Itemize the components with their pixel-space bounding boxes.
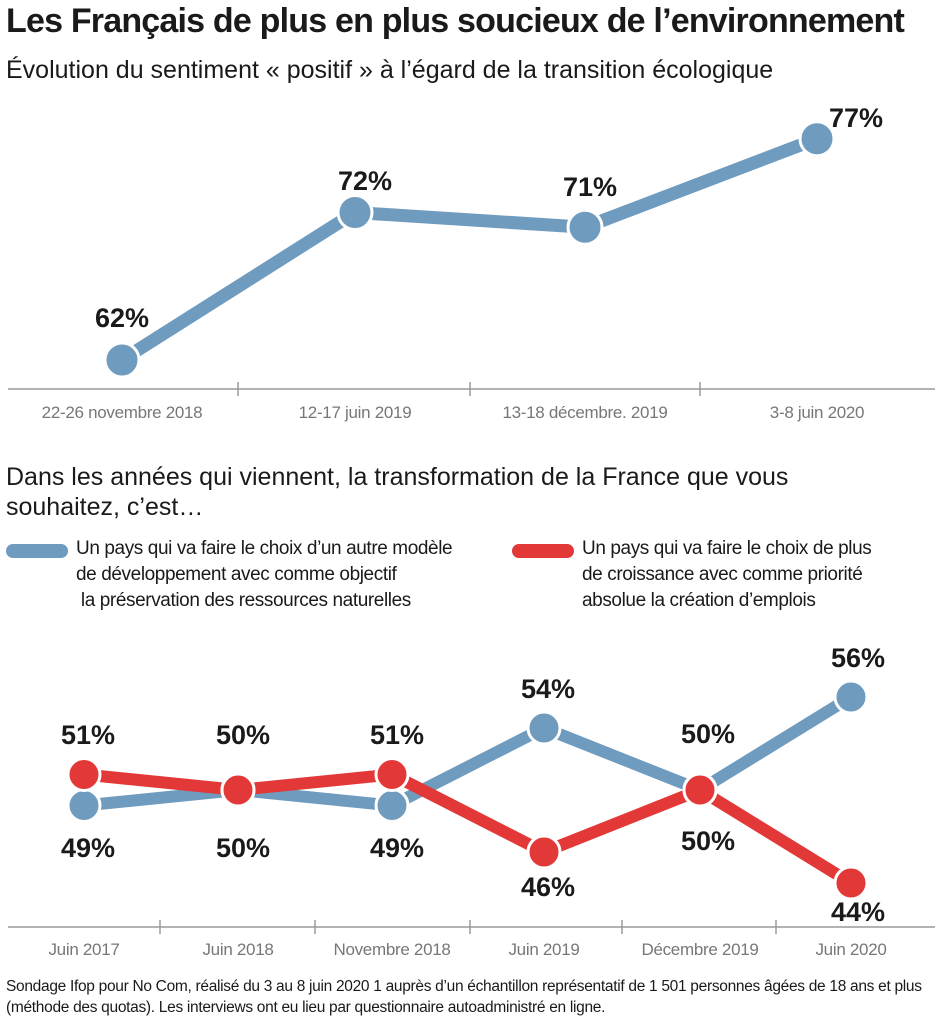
chart2-data-label-red: 51% <box>61 720 115 750</box>
chart2-x-tick-label: Juin 2020 <box>815 940 886 959</box>
chart1-x-tick-label: 22-26 novembre 2018 <box>42 403 203 422</box>
chart1-series-line <box>115 132 824 367</box>
chart1-data-point <box>566 208 604 246</box>
chart1-x-tick-label: 12-17 juin 2019 <box>299 403 412 422</box>
chart2-x-tick-label: Juin 2019 <box>508 940 579 959</box>
chart2-plot: Juin 2017 Juin 2018 Novembre 2018 Juin 2019… <box>8 643 935 959</box>
chart2-data-point-red <box>374 757 410 792</box>
chart2-data-label-red: 46% <box>521 872 575 902</box>
legend-label-red-line: de croissance avec comme priorité <box>582 564 863 585</box>
chart2-data-point-red <box>833 865 869 901</box>
chart2-data-point-blue <box>833 679 869 715</box>
chart2-data-label-red: 44% <box>831 897 885 927</box>
chart2-data-point-blue <box>66 788 102 823</box>
legend-label-blue: Un pays qui va faire le choix d’un autre… <box>76 536 453 614</box>
chart2-data-point-blue <box>526 710 562 746</box>
legend-label-blue-line: de développement avec comme objectif <box>76 564 397 585</box>
chart2-x-tick-label: Juin 2018 <box>202 940 273 959</box>
footnote: Sondage Ifop pour No Com, réalisé du 3 a… <box>6 978 922 1016</box>
legend-label-red: Un pays qui va faire le choix de plus de… <box>582 536 872 614</box>
chart1-data-point <box>103 341 141 379</box>
chart2-data-label-blue: 54% <box>521 674 575 704</box>
chart1-plot: 22-26 novembre 2018 12-17 juin 2019 13-18 … <box>8 103 935 422</box>
chart2-x-tick-label: Décembre 2019 <box>641 940 758 959</box>
chart1-x-tick-label: 3-8 juin 2020 <box>770 403 864 422</box>
legend-item-red: Un pays qui va faire le choix de plus de… <box>512 536 872 614</box>
legend-item-blue: Un pays qui va faire le choix d’un autre… <box>6 536 453 614</box>
chart2-x-tick-label: Novembre 2018 <box>333 940 450 959</box>
legend-label-red-line: Un pays qui va faire le choix de plus <box>582 538 872 559</box>
chart2-data-label-blue: 49% <box>370 833 424 863</box>
chart2-data-label-blue: 50% <box>681 719 735 749</box>
chart2-data-label-blue: 49% <box>61 833 115 863</box>
chart1-data-label: 72% <box>338 166 392 196</box>
chart1-data-label: 77% <box>829 103 883 133</box>
chart1-subtitle: Évolution du sentiment « positif » à l’é… <box>6 56 774 84</box>
chart2-data-point-red <box>526 834 562 870</box>
chart2-question: Dans les années qui viennent, la transfo… <box>6 463 789 521</box>
legend-label-blue-line: la préservation des ressources naturelle… <box>76 590 411 611</box>
chart1-data-point <box>798 120 836 158</box>
chart2-data-label-blue: 56% <box>831 643 885 673</box>
chart2-data-label-blue: 50% <box>216 833 270 863</box>
chart1-data-label: 62% <box>95 303 149 333</box>
chart2-data-label-red: 51% <box>370 720 424 750</box>
chart1-x-tick-label: 13-18 décembre. 2019 <box>502 403 667 422</box>
chart2-data-label-red: 50% <box>216 720 270 750</box>
legend-swatch-blue <box>6 544 68 558</box>
chart2-data-point-blue <box>374 788 410 823</box>
chart2-data-point-red <box>682 772 718 808</box>
chart2-x-tick-label: Juin 2017 <box>48 940 119 959</box>
legend-label-red-line: absolue la création d’emplois <box>582 590 816 611</box>
chart2-data-label-red: 50% <box>681 826 735 856</box>
chart1-data-point <box>336 194 374 231</box>
legend-swatch-red <box>512 544 574 558</box>
chart1-data-label: 71% <box>563 172 617 202</box>
chart2-series-line <box>78 768 857 889</box>
chart-title: Les Français de plus en plus soucieux de… <box>6 2 905 40</box>
legend-label-blue-line: Un pays qui va faire le choix d’un autre… <box>76 538 453 559</box>
chart2-data-point-red <box>66 757 102 792</box>
chart2-data-point-red <box>220 772 256 808</box>
